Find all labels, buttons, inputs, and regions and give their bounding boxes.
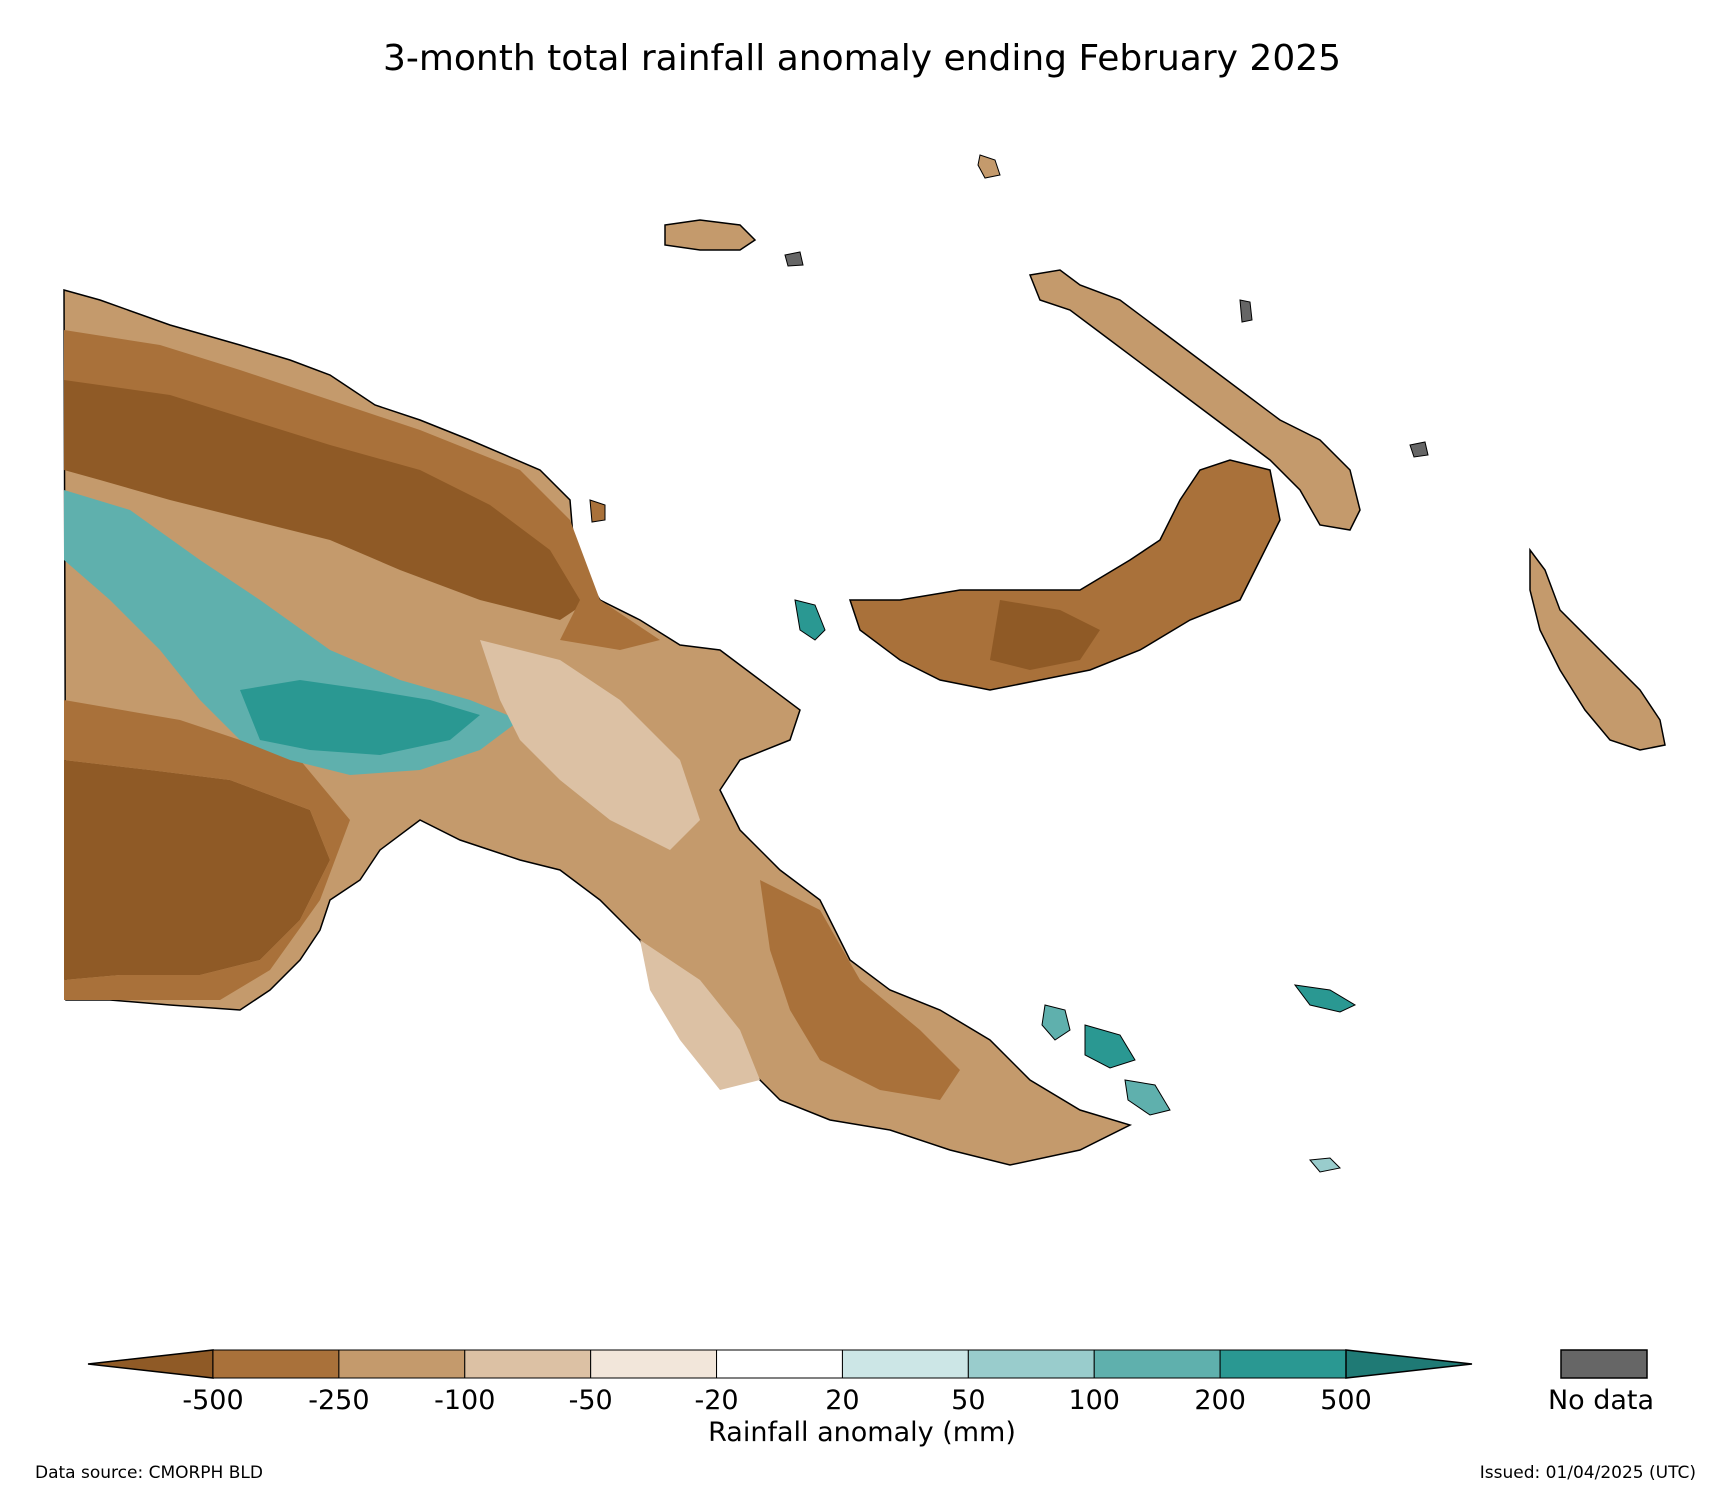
- woodlark-island: [1309, 1157, 1342, 1173]
- colorbar: [87, 1349, 1473, 1379]
- issued-date: Issued: 01/04/2025 (UTC): [1479, 1463, 1696, 1483]
- no-data-islet-2: [1409, 441, 1429, 458]
- trobriand-islands: [1293, 984, 1357, 1013]
- umboi-island: [794, 599, 826, 641]
- mainland-near-normal: [480, 640, 700, 850]
- karkar-island: [589, 499, 606, 523]
- mainland-very-wet-core: [240, 680, 480, 755]
- mainland-coast-light: [640, 940, 760, 1090]
- colorbar-bin: [841, 1349, 969, 1379]
- colorbar-label: Rainfall anomaly (mm): [708, 1417, 1016, 1448]
- no-data-islet-3: [784, 251, 804, 267]
- colorbar-bin: [1093, 1349, 1221, 1379]
- mainland: [63, 289, 1133, 1166]
- colorbar-bin: [716, 1349, 843, 1379]
- colorbar-bin: [1219, 1349, 1347, 1379]
- map-title: 3-month total rainfall anomaly ending Fe…: [382, 38, 1342, 79]
- bougainville: [1529, 547, 1666, 751]
- no-data-swatch: [1560, 1349, 1648, 1379]
- mainland-moderate-south: [64, 700, 350, 1000]
- new-ireland: [1028, 269, 1361, 531]
- manus-island: [664, 219, 757, 251]
- data-source: Data source: CMORPH BLD: [35, 1463, 263, 1483]
- goodenough-island: [1041, 1004, 1071, 1041]
- mainland-dry-southeast: [760, 880, 960, 1100]
- mussau-island: [977, 154, 1001, 179]
- no-data-label: No data: [1547, 1385, 1655, 1416]
- colorbar-bin: [590, 1349, 718, 1379]
- mainland-dry-north: [64, 360, 590, 620]
- colorbar-extend-low: [87, 1349, 214, 1379]
- colorbar-bin: [967, 1349, 1095, 1379]
- no-data-islet-1: [1239, 299, 1253, 323]
- normanby-island: [1124, 1079, 1171, 1116]
- mainland-dry-south: [64, 760, 330, 980]
- colorbar-extend-high: [1345, 1349, 1473, 1379]
- new-britain: [848, 459, 1281, 691]
- colorbar-bin: [338, 1349, 466, 1379]
- fergusson-island: [1084, 1024, 1136, 1069]
- colorbar-bin: [212, 1349, 340, 1379]
- colorbar-bin: [464, 1349, 592, 1379]
- mainland-moderate-north: [64, 330, 660, 650]
